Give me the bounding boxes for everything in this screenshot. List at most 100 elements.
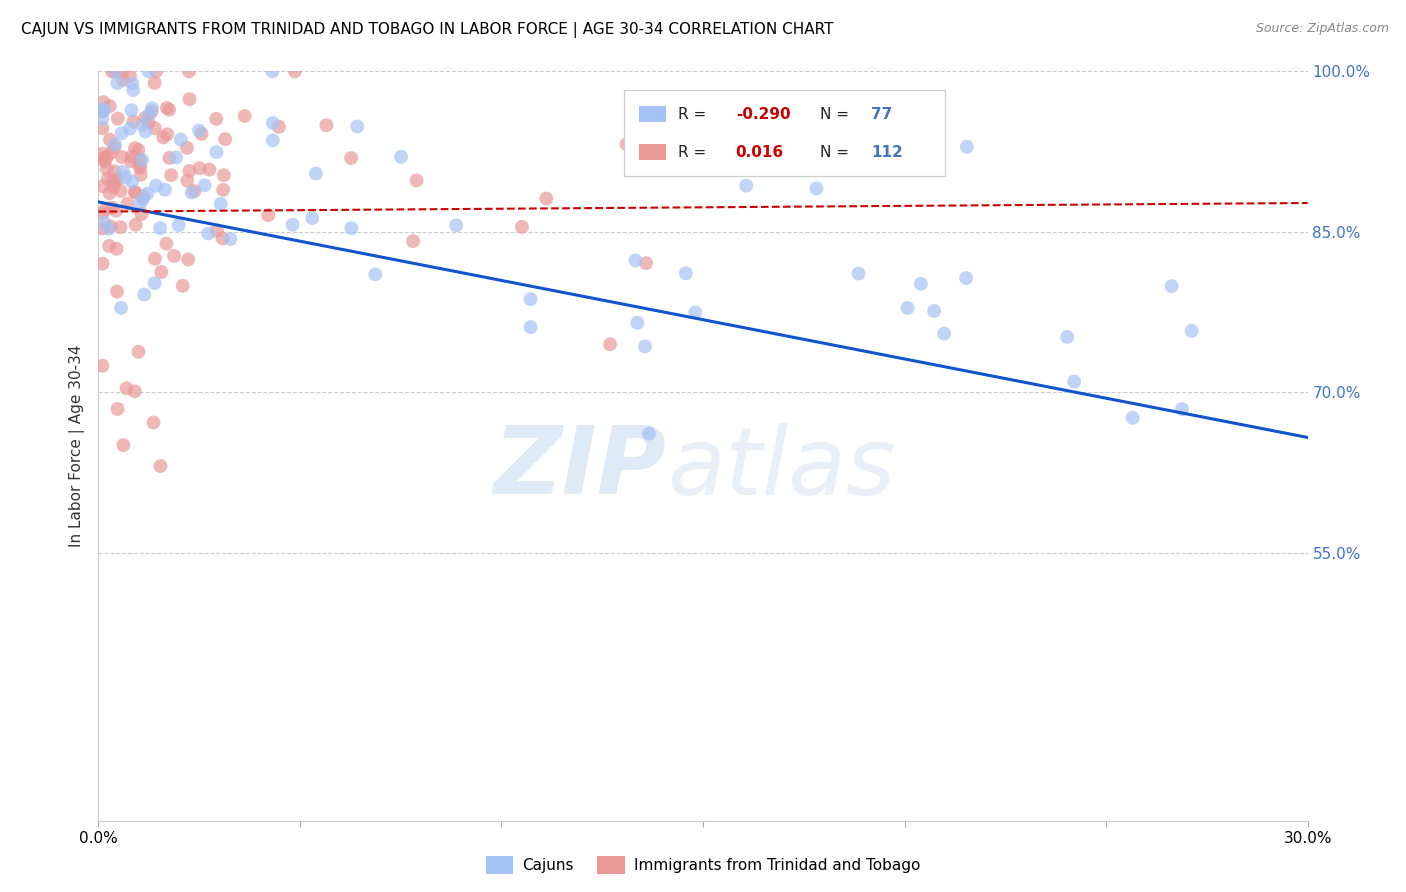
Point xyxy=(124,185,146,199)
Point xyxy=(188,161,211,176)
Y-axis label: In Labor Force | Age 30-34: In Labor Force | Age 30-34 xyxy=(69,344,84,548)
Point xyxy=(103,140,125,154)
Point xyxy=(634,339,657,353)
Point xyxy=(1171,402,1194,417)
Point xyxy=(91,103,114,118)
Point xyxy=(806,181,828,195)
Point xyxy=(117,196,139,211)
Point xyxy=(145,64,167,78)
Point xyxy=(262,64,284,78)
Point xyxy=(103,174,125,188)
Point xyxy=(105,242,128,256)
Point xyxy=(922,304,945,318)
Point xyxy=(124,186,146,200)
Point xyxy=(107,401,129,416)
Point xyxy=(94,152,117,166)
Point xyxy=(624,253,647,268)
Point xyxy=(281,218,304,232)
Point xyxy=(257,208,280,222)
Point xyxy=(101,201,124,215)
Point xyxy=(626,316,648,330)
Point xyxy=(111,64,134,78)
Point xyxy=(111,126,134,140)
Point xyxy=(124,141,146,155)
Text: atlas: atlas xyxy=(666,423,896,514)
Point xyxy=(110,184,132,198)
Point xyxy=(131,153,153,167)
Point xyxy=(188,123,211,137)
Point xyxy=(143,121,166,136)
Point xyxy=(104,64,127,78)
Point xyxy=(93,103,115,118)
Point xyxy=(132,192,155,206)
Text: N =: N = xyxy=(820,107,855,121)
Point xyxy=(125,218,148,232)
Point xyxy=(163,249,186,263)
Point xyxy=(93,95,115,109)
Text: CAJUN VS IMMIGRANTS FROM TRINIDAD AND TOBAGO IN LABOR FORCE | AGE 30-34 CORRELAT: CAJUN VS IMMIGRANTS FROM TRINIDAD AND TO… xyxy=(21,22,834,38)
Point xyxy=(172,278,194,293)
Point xyxy=(402,234,425,248)
Text: 77: 77 xyxy=(872,107,893,121)
Point xyxy=(105,285,128,299)
Point xyxy=(91,179,114,194)
Point xyxy=(138,115,160,129)
Point xyxy=(955,271,977,285)
Point xyxy=(121,175,143,189)
Text: 0.016: 0.016 xyxy=(735,145,783,160)
Point xyxy=(616,137,638,152)
Point xyxy=(205,223,228,237)
Point xyxy=(157,151,180,165)
Point xyxy=(100,219,122,234)
Point xyxy=(197,227,219,241)
Point xyxy=(143,76,166,90)
Point xyxy=(121,76,143,90)
Text: Source: ZipAtlas.com: Source: ZipAtlas.com xyxy=(1256,22,1389,36)
Point xyxy=(136,186,159,201)
Point xyxy=(98,186,121,201)
Point xyxy=(129,168,152,182)
Point xyxy=(131,207,153,221)
Point xyxy=(91,152,114,166)
Point xyxy=(389,150,412,164)
Point xyxy=(91,359,114,373)
Point xyxy=(209,197,232,211)
Point xyxy=(98,99,121,113)
Point xyxy=(98,239,121,253)
Legend: Cajuns, Immigrants from Trinidad and Tobago: Cajuns, Immigrants from Trinidad and Tob… xyxy=(479,850,927,880)
Point xyxy=(91,112,114,126)
Point xyxy=(98,133,121,147)
Point xyxy=(301,211,323,226)
Point xyxy=(170,132,193,146)
Point xyxy=(104,137,127,152)
Point xyxy=(177,252,200,267)
Point xyxy=(94,202,117,217)
FancyBboxPatch shape xyxy=(624,90,945,177)
Point xyxy=(131,118,153,132)
Point xyxy=(194,178,217,193)
Point xyxy=(149,459,172,474)
Point xyxy=(101,64,124,78)
Point xyxy=(212,183,235,197)
Point xyxy=(138,64,160,78)
Point xyxy=(364,268,387,282)
Point xyxy=(183,184,205,198)
Point xyxy=(138,108,160,122)
Point xyxy=(96,161,118,176)
Point xyxy=(179,164,201,178)
Point xyxy=(141,104,163,119)
Point xyxy=(107,76,129,90)
Point xyxy=(638,426,661,441)
Point xyxy=(631,120,654,135)
Point xyxy=(683,305,706,319)
Point xyxy=(129,161,152,175)
Text: R =: R = xyxy=(678,145,710,160)
Point xyxy=(305,167,328,181)
Point xyxy=(519,320,541,334)
Point xyxy=(112,164,135,178)
Point xyxy=(124,384,146,399)
Text: ZIP: ZIP xyxy=(494,423,666,515)
Point xyxy=(636,256,658,270)
Text: -0.290: -0.290 xyxy=(735,107,790,121)
Point xyxy=(91,221,114,235)
